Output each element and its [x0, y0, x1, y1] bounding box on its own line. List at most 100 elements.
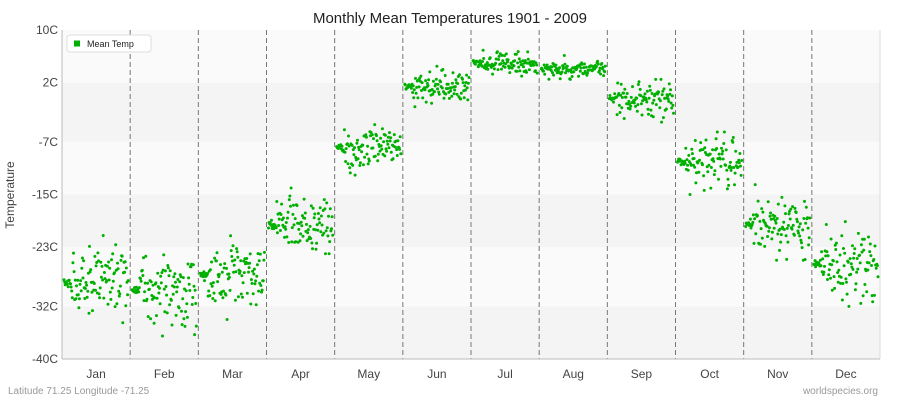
temperature-point	[358, 164, 362, 167]
temperature-point	[177, 306, 181, 310]
temperature-point	[262, 258, 266, 262]
temperature-point	[85, 295, 89, 299]
temperature-point	[461, 81, 465, 85]
temperature-point	[797, 225, 801, 229]
temperature-point	[426, 84, 430, 88]
temperature-point	[733, 171, 737, 175]
temperature-point	[867, 235, 870, 239]
temperature-point	[578, 63, 582, 67]
temperature-point	[849, 262, 853, 266]
temperature-point	[255, 263, 259, 267]
temperature-point	[506, 58, 510, 62]
temperature-point	[372, 137, 375, 141]
location-caption: Latitude 71.25 Longitude -71.25	[8, 386, 150, 397]
temperature-point	[649, 108, 653, 112]
temperature-point	[657, 90, 661, 94]
temperature-point	[326, 234, 330, 238]
temperature-point	[685, 158, 689, 162]
temperature-point	[145, 297, 149, 301]
temperature-point	[693, 165, 697, 169]
temperature-point	[233, 258, 237, 262]
temperature-point	[622, 91, 626, 95]
temperature-point	[582, 66, 586, 70]
temperature-point	[452, 92, 456, 96]
temperature-point	[724, 148, 728, 152]
temperature-point	[222, 289, 225, 293]
temperature-point	[712, 173, 716, 177]
temperature-point	[578, 69, 582, 73]
temperature-point	[180, 309, 183, 313]
temperature-point	[669, 88, 672, 92]
temperature-point	[761, 210, 765, 214]
temperature-point	[525, 70, 528, 74]
temperature-point	[228, 288, 232, 292]
temperature-point	[770, 237, 774, 241]
temperature-point	[256, 252, 260, 256]
temperature-point	[398, 147, 402, 151]
temperature-point	[638, 87, 642, 91]
temperature-point	[84, 281, 88, 284]
temperature-point	[853, 288, 857, 292]
temperature-point	[855, 257, 859, 260]
temperature-point	[859, 243, 863, 247]
temperature-point	[107, 278, 111, 282]
temperature-point	[100, 264, 104, 268]
temperature-point	[517, 57, 521, 61]
temperature-point	[715, 147, 719, 150]
legend: Mean Temp	[66, 34, 152, 53]
temperature-point	[208, 268, 212, 272]
temperature-point	[724, 163, 728, 167]
temperature-point	[430, 88, 434, 91]
temperature-point	[629, 104, 633, 108]
temperature-point	[515, 69, 519, 73]
temperature-point	[123, 260, 127, 264]
temperature-point	[336, 147, 340, 150]
temperature-point	[303, 216, 307, 220]
temperature-point	[622, 117, 626, 120]
temperature-point	[510, 66, 514, 70]
temperature-point	[721, 157, 725, 161]
temperature-point	[738, 152, 742, 155]
temperature-point	[323, 207, 327, 211]
temperature-point	[301, 234, 305, 238]
temperature-point	[730, 166, 734, 170]
temperature-point	[793, 206, 797, 210]
temperature-point	[289, 204, 292, 208]
temperature-point	[560, 70, 564, 74]
temperature-point	[693, 139, 697, 142]
x-tick-label: May	[357, 367, 380, 381]
temperature-point	[161, 268, 165, 272]
temperature-point	[434, 82, 438, 86]
temperature-point	[526, 50, 530, 54]
temperature-point	[449, 86, 453, 90]
temperature-point	[358, 161, 362, 165]
temperature-point	[202, 270, 206, 274]
temperature-point	[624, 95, 628, 99]
temperature-point	[126, 279, 130, 283]
legend-box	[66, 34, 152, 53]
temperature-point	[308, 224, 312, 228]
temperature-point	[363, 155, 367, 159]
temperature-point	[213, 299, 217, 303]
x-tick-label: Sep	[631, 367, 653, 381]
temperature-point	[486, 67, 490, 71]
temperature-point	[552, 73, 556, 77]
temperature-point	[514, 52, 518, 56]
temperature-point	[396, 139, 400, 143]
temperature-point	[92, 282, 96, 285]
temperature-point	[565, 64, 569, 68]
temperature-point	[758, 219, 762, 223]
temperature-point	[639, 94, 643, 98]
temperature-point	[664, 107, 668, 111]
temperature-point	[347, 144, 351, 148]
temperature-point	[577, 74, 581, 78]
temperature-point	[248, 261, 252, 265]
temperature-point	[643, 92, 647, 96]
temperature-point	[687, 153, 691, 157]
temperature-point	[861, 294, 865, 298]
temperature-point	[71, 261, 75, 265]
temperature-point	[235, 247, 239, 251]
temperature-point	[446, 87, 450, 91]
temperature-point	[150, 297, 154, 301]
temperature-point	[543, 72, 547, 76]
